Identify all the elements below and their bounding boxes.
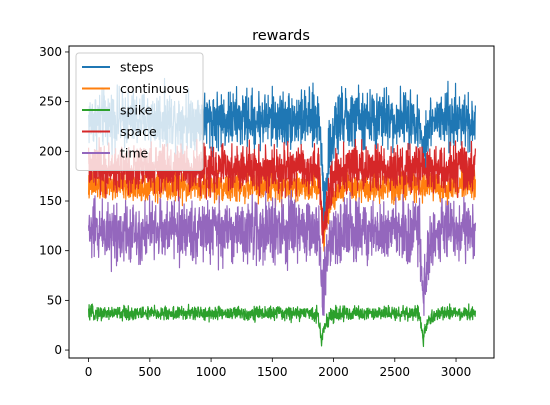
y-tick-label: 300 xyxy=(39,45,62,59)
plot-frame xyxy=(68,45,495,359)
legend-label-spike: spike xyxy=(120,103,153,118)
y-tick-label: 100 xyxy=(39,244,62,258)
legend-box xyxy=(75,52,204,171)
y-tick-label: 50 xyxy=(47,293,62,307)
y-tick-label: 150 xyxy=(39,194,62,208)
x-tick-label: 500 xyxy=(138,365,161,379)
legend-label-steps: steps xyxy=(120,60,154,75)
legend-label-continuous: continuous xyxy=(120,81,189,96)
series-line-time xyxy=(88,189,476,317)
x-tick-label: 3000 xyxy=(441,365,472,379)
y-axis: 0 50 100 150 200 250 300 xyxy=(39,45,69,357)
series-line-spike xyxy=(88,303,476,348)
y-tick-label: 0 xyxy=(54,343,62,357)
x-axis: 0 500 1000 1500 2000 2500 3000 xyxy=(85,358,472,379)
y-tick-label: 250 xyxy=(39,95,62,109)
x-tick-label: 2000 xyxy=(318,365,349,379)
x-tick-label: 1500 xyxy=(257,365,288,379)
x-tick-label: 0 xyxy=(85,365,93,379)
legend-label-time: time xyxy=(120,146,149,161)
series-line-space xyxy=(88,137,476,244)
x-tick-label: 1000 xyxy=(196,365,227,379)
legend: steps continuous spike space time xyxy=(75,52,204,171)
chart-title: rewards xyxy=(252,28,310,44)
legend-label-space: space xyxy=(120,124,157,139)
x-tick-label: 2500 xyxy=(380,365,411,379)
y-tick-label: 200 xyxy=(39,144,62,158)
